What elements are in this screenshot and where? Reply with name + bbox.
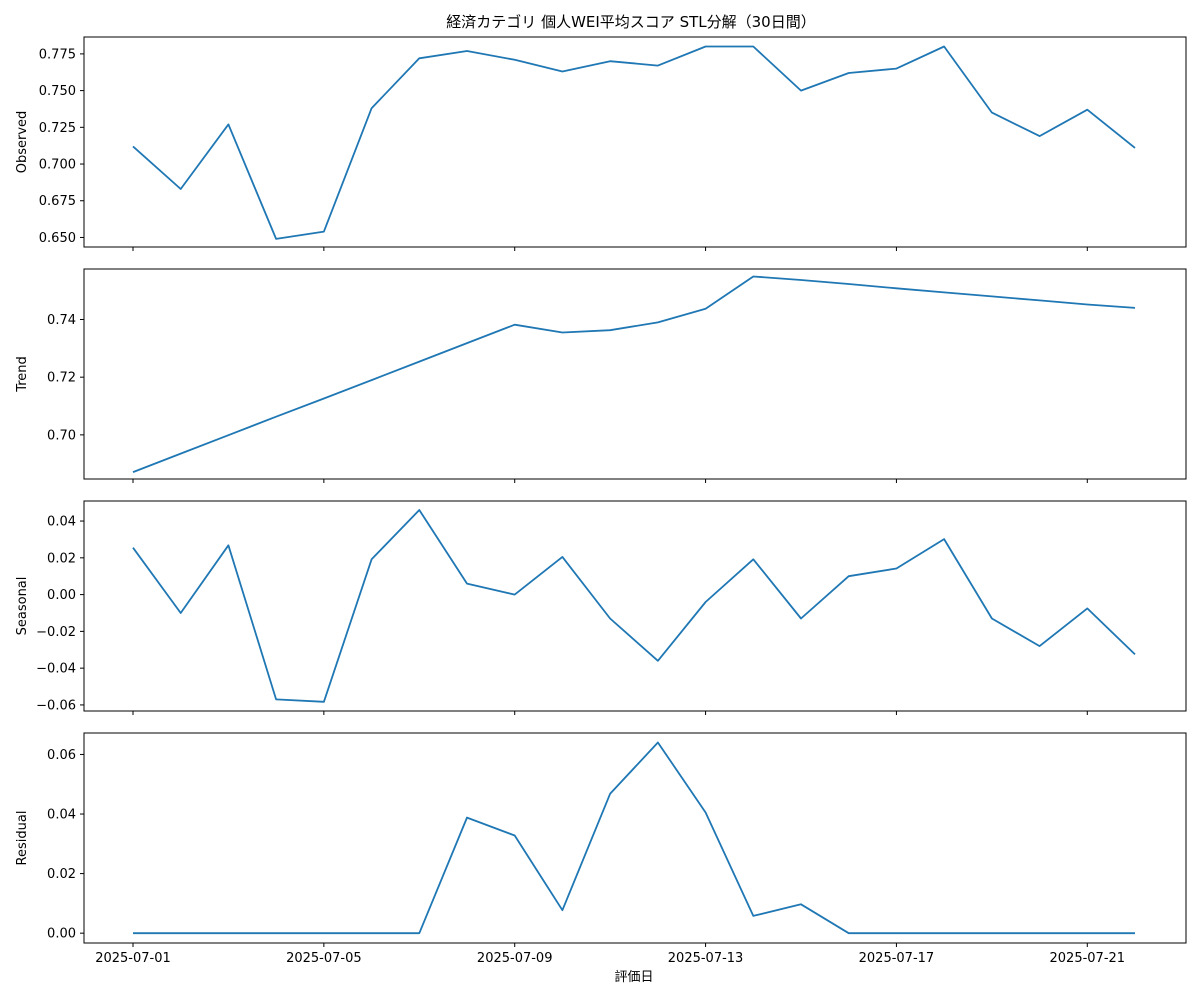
- series-line-residual: [133, 741, 1135, 935]
- y-tick-label: 0.700: [39, 158, 76, 173]
- panels-group: 0.6500.6750.7000.7250.7500.775Observed0.…: [15, 36, 1187, 966]
- x-axis-label: 評価日: [614, 970, 653, 985]
- y-tick-label: 0.04: [47, 515, 76, 530]
- y-tick-label: 0.650: [39, 231, 76, 246]
- panel-trend: 0.70 0.72 0.74 Trend: [15, 268, 1187, 483]
- panel-seasonal: −0.06 −0.04 −0.02 0.00 0.02 0.04 Seasonal: [15, 500, 1187, 715]
- y-tick-label: 0.02: [47, 867, 76, 882]
- y-axis-label-residual: Residual: [15, 811, 30, 866]
- panel-frame-residual: [83, 732, 1187, 944]
- panel-frame-seasonal: [83, 500, 1187, 712]
- x-tick-label: 2025-07-09: [477, 951, 553, 966]
- y-tick-label: −0.02: [36, 625, 76, 640]
- series-line-trend: [132, 275, 1136, 473]
- series-line-seasonal: [132, 509, 1136, 703]
- y-tick-label: 0.725: [39, 121, 76, 136]
- y-tick-label: 0.00: [47, 927, 76, 942]
- chart-title: 経済カテゴリ 個人WEI平均スコア STL分解（30日間）: [446, 13, 815, 31]
- y-tick-label: 0.00: [47, 588, 76, 603]
- y-axis-label-trend: Trend: [15, 356, 30, 393]
- series-line-observed: [132, 45, 1136, 240]
- y-axis-label-seasonal: Seasonal: [15, 577, 30, 636]
- x-tick-label: 2025-07-05: [286, 951, 362, 966]
- y-tick-label: −0.04: [36, 662, 76, 677]
- panel-observed: 0.650 0.675 0.700 0.725 0.750 0.775 Observed: [15, 36, 1187, 251]
- y-tick-label: 0.675: [39, 194, 76, 209]
- x-tick-label: 2025-07-17: [859, 951, 935, 966]
- x-tick-label: 2025-07-01: [95, 951, 171, 966]
- panel-frame-trend: [83, 268, 1187, 480]
- y-tick-label: 0.750: [39, 84, 76, 99]
- y-tick-label: 0.70: [47, 428, 76, 443]
- y-axis-label-observed: Observed: [15, 111, 30, 174]
- panel-residual: 0.00 0.02 0.04 0.06 2025-07-01 2025-07-05 2025…: [15, 732, 1187, 966]
- y-tick-label: 0.74: [47, 313, 76, 328]
- y-tick-label: 0.06: [47, 748, 76, 763]
- y-tick-label: −0.06: [36, 698, 76, 713]
- y-tick-label: 0.02: [47, 551, 76, 566]
- y-tick-label: 0.72: [47, 371, 76, 386]
- x-tick-label: 2025-07-21: [1050, 951, 1126, 966]
- y-tick-label: 0.775: [39, 47, 76, 62]
- panel-frame-observed: [83, 36, 1187, 248]
- x-tick-label: 2025-07-13: [668, 951, 744, 966]
- y-tick-label: 0.04: [47, 808, 76, 823]
